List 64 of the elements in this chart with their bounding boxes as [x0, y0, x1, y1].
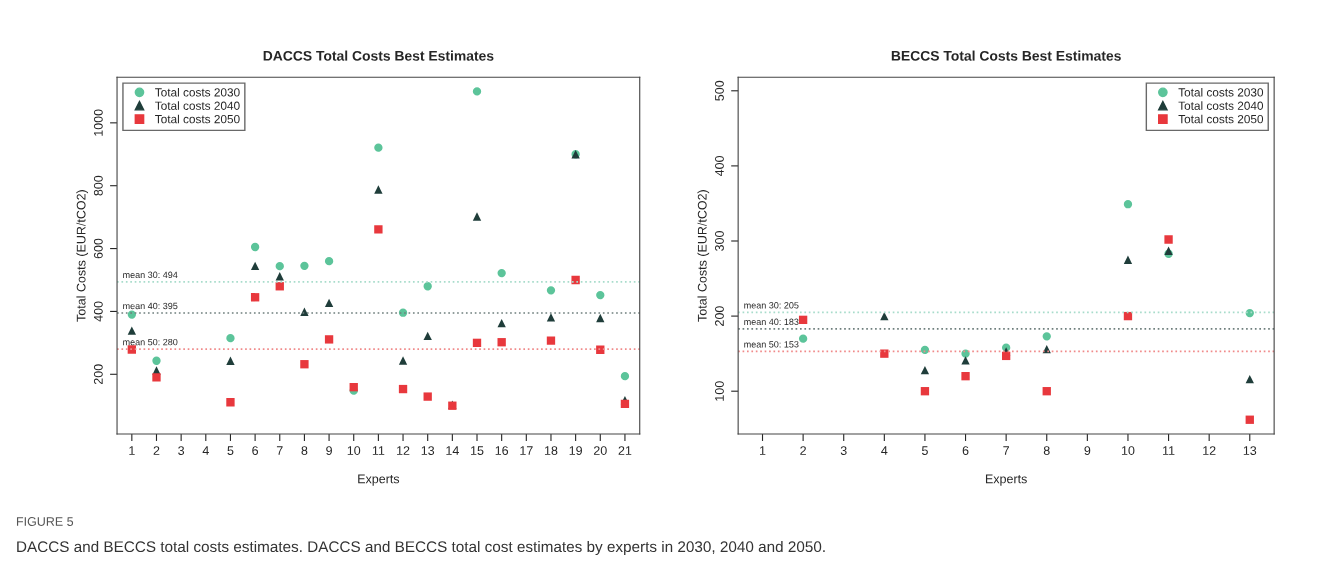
ref-line-label: mean 30: 205: [744, 302, 799, 309]
ref-line-label: mean 50: 280: [123, 338, 178, 346]
x-tick-label: 1: [129, 446, 135, 455]
legend-label: Total costs 2040: [1178, 101, 1264, 110]
y-tick-label: 100: [715, 381, 724, 401]
legend-label: Total costs 2030: [155, 87, 240, 97]
chart-title: DACCS Total Costs Best Estimates: [263, 50, 494, 61]
x-tick-label: 7: [276, 446, 283, 455]
y-tick-label: 1000: [93, 109, 103, 136]
x-tick-label: 5: [227, 446, 234, 455]
x-tick-label: 6: [252, 446, 259, 455]
text: DACCS and BECCS total costs estimates. DACCS and BECCS total cost estimates by experts in 2030, 2040 and 2050.: [17, 540, 825, 556]
x-tick-label: 20: [593, 446, 607, 455]
x-tick-label: 11: [1163, 446, 1175, 455]
y-axis-title: Total Costs (EUR/tCO2): [76, 190, 89, 322]
x-tick-label: 12: [397, 446, 410, 455]
x-tick-label: 14: [446, 446, 459, 455]
y-tick-label: 400: [93, 301, 103, 322]
ref-line-label: mean 40: 183: [744, 318, 799, 325]
x-tick-label: 17: [520, 446, 533, 455]
x-tick-label: 9: [326, 446, 332, 455]
x-tick-label: 2: [153, 446, 160, 455]
x-tick-label: 7: [1003, 446, 1009, 455]
x-tick-label: 8: [301, 446, 308, 455]
x-tick-label: 5: [921, 446, 928, 455]
legend-label: Total costs 2030: [1178, 87, 1264, 97]
ref-line-label: mean 30: 494: [123, 271, 178, 279]
x-tick-label: 15: [471, 446, 484, 455]
x-tick-label: 13: [421, 446, 435, 455]
legend-label: Total costs 2050: [155, 114, 240, 124]
y-tick-label: 200: [93, 364, 103, 385]
y-axis-title: Total Costs (EUR/tCO2): [697, 190, 710, 322]
x-tick-label: 6: [962, 446, 969, 455]
x-tick-label: 3: [178, 446, 185, 455]
x-tick-label: 21: [618, 446, 632, 455]
y-tick-label: 200: [715, 306, 724, 326]
y-tick-label: 400: [715, 155, 724, 177]
legend-label: Total costs 2050: [1178, 114, 1264, 124]
x-tick-label: 1: [759, 446, 766, 455]
ref-line-label: mean 50: 153: [744, 341, 799, 348]
x-tick-label: 2: [800, 446, 806, 455]
x-tick-label: 4: [881, 446, 888, 455]
x-tick-label: 9: [1084, 446, 1091, 455]
x-tick-label: 18: [544, 446, 558, 455]
x-tick-label: 8: [1043, 446, 1050, 455]
y-tick-label: 500: [715, 80, 724, 101]
x-tick-label: 10: [1121, 446, 1135, 455]
x-tick-label: 19: [569, 446, 582, 455]
legend-label: Total costs 2040: [155, 101, 240, 110]
x-tick-label: 11: [372, 446, 385, 455]
x-tick-label: 3: [840, 446, 847, 455]
x-tick-label: 4: [202, 446, 209, 455]
y-tick-label: 800: [93, 175, 103, 196]
y-tick-label: 300: [715, 231, 724, 251]
x-tick-label: 16: [495, 446, 509, 455]
x-tick-label: 13: [1243, 446, 1257, 455]
ref-line-label: mean 40: 395: [123, 302, 178, 310]
x-axis-title: Experts: [985, 474, 1027, 486]
chart-title: BECCS Total Costs Best Estimates: [891, 50, 1121, 61]
x-axis-title: Experts: [358, 474, 400, 486]
y-tick-label: 600: [93, 238, 103, 259]
caption: FIGURE 5: [16, 517, 74, 526]
x-tick-label: 10: [347, 446, 361, 455]
x-tick-label: 12: [1203, 446, 1216, 455]
